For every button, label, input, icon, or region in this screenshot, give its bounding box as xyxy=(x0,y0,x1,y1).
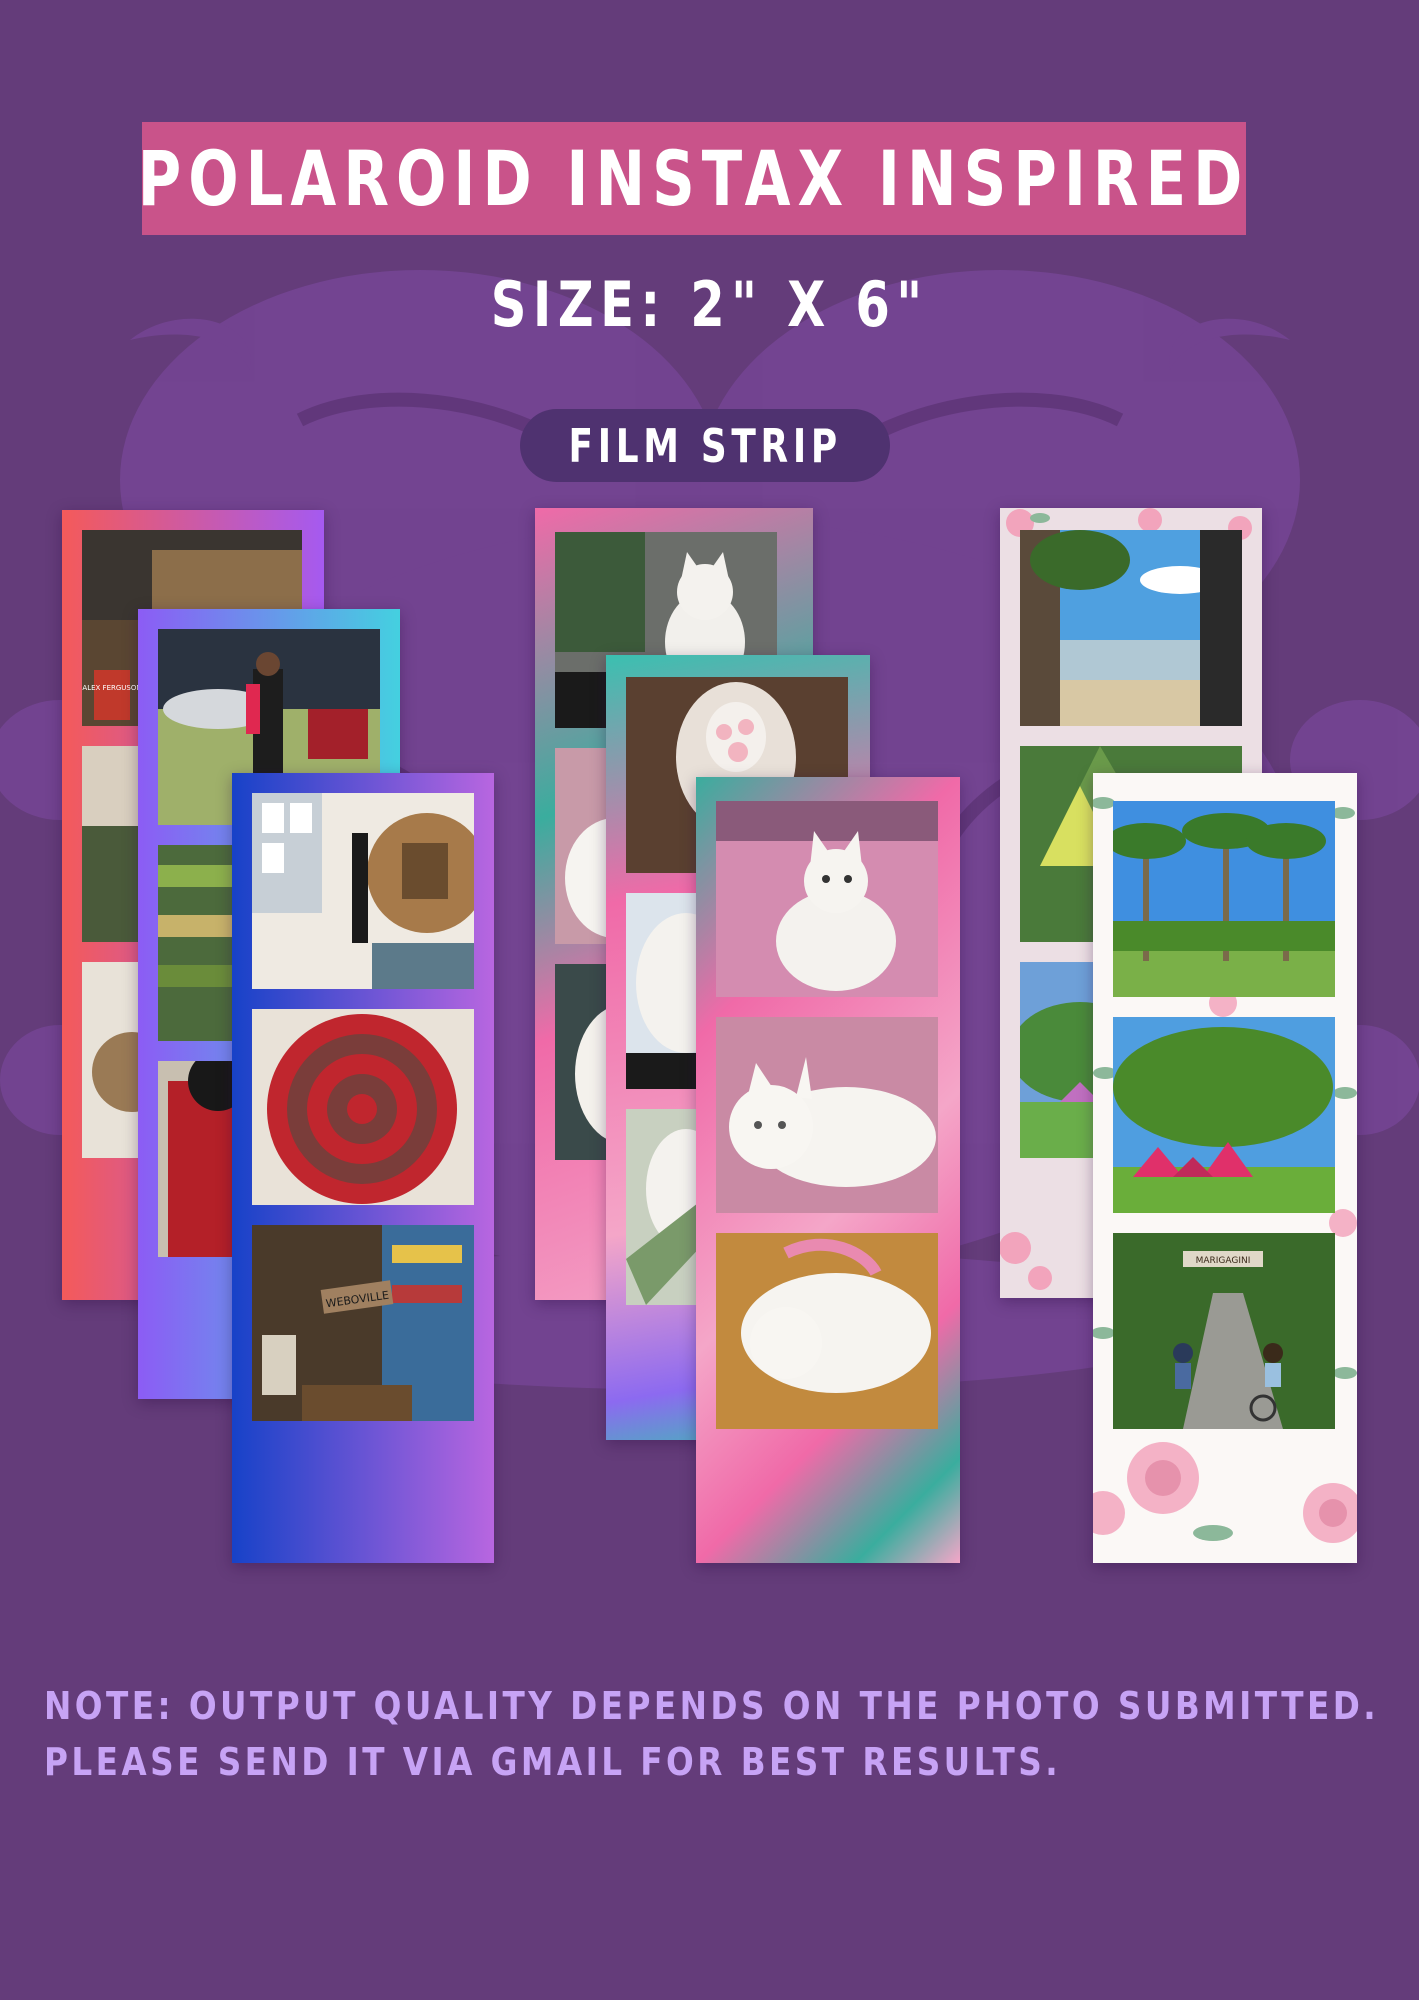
book-sign: ALEX FERGUSON xyxy=(82,684,141,692)
cat-strip-front xyxy=(696,777,960,1563)
title-banner: POLAROID INSTAX INSPIRED xyxy=(138,122,1246,235)
floral-border xyxy=(1093,797,1357,1543)
note-line-2: PLEASE SEND IT VIA GMAIL FOR BEST RESULT… xyxy=(44,1740,1062,1784)
strip-photo xyxy=(716,801,938,997)
gradient-strip-front: WEBOVILLE xyxy=(232,773,494,1563)
strip-photo xyxy=(1113,801,1335,997)
gate-sign: MARIGAGINI xyxy=(1196,1256,1251,1266)
size-label: SIZE: 2" X 6" xyxy=(490,268,929,341)
strip-photo: WEBOVILLE xyxy=(252,1225,474,1421)
page-title: POLAROID INSTAX INSPIRED xyxy=(138,134,1250,223)
strip-photo xyxy=(252,793,474,989)
strip-photo xyxy=(252,1009,474,1205)
strip-photo xyxy=(1020,530,1242,726)
strip-photo xyxy=(716,1017,938,1213)
film-strip-pill: FILM STRIP xyxy=(520,409,890,482)
strip-photo xyxy=(716,1233,938,1429)
strip-photo xyxy=(1113,1017,1335,1213)
floral-strip-front: MARIGAGINI xyxy=(1093,773,1357,1563)
note-line-1: NOTE: OUTPUT QUALITY DEPENDS ON THE PHOT… xyxy=(44,1684,1380,1728)
strip-photo: MARIGAGINI xyxy=(1113,1233,1335,1429)
note-text: NOTE: OUTPUT QUALITY DEPENDS ON THE PHOT… xyxy=(44,1678,1384,1790)
